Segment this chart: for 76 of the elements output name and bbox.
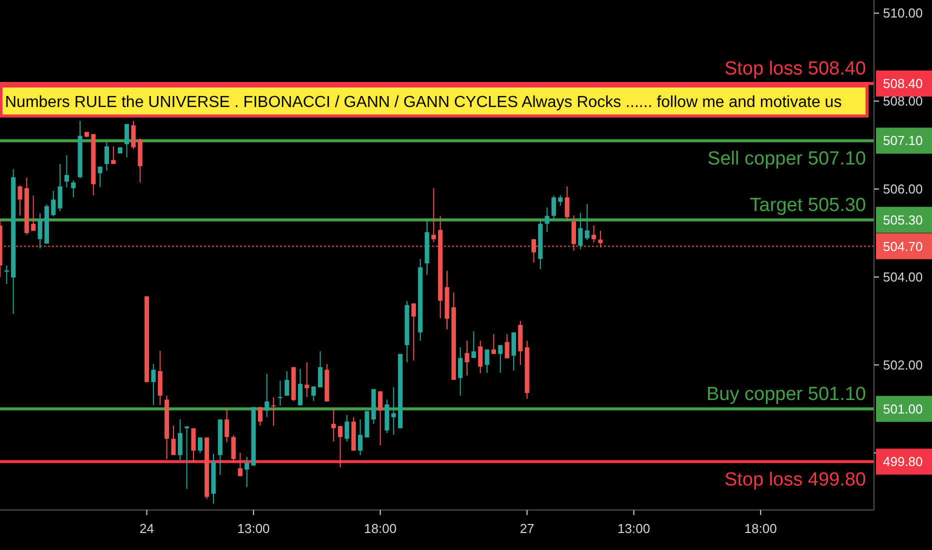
x-tick-label: 13:00	[237, 521, 270, 536]
y-tick-label: 501.00	[883, 401, 923, 416]
candlestick	[544, 207, 550, 233]
annotation: Numbers RULE the UNIVERSE . FIBONACCI / GANN / GANN CYCLES Always Rocks ...... follow me and motivate us	[5, 94, 842, 111]
y-tick-label: 504.00	[883, 270, 923, 285]
candlestick	[338, 426, 343, 468]
candlestick	[298, 368, 302, 406]
y-tick-label: 499.80	[883, 454, 923, 470]
candlestick	[231, 434, 236, 463]
candlestick	[71, 180, 76, 198]
candlestick	[51, 190, 56, 217]
candlestick	[238, 452, 242, 477]
candlestick	[124, 123, 130, 158]
candlestick	[344, 414, 350, 442]
ref-line-label: Target 505.30	[750, 194, 866, 216]
x-tick-label: 18:00	[364, 521, 397, 536]
candlestick	[498, 344, 503, 374]
candlestick	[511, 332, 516, 372]
y-tick-label: 507.10	[883, 133, 923, 148]
candlestick	[18, 185, 22, 216]
candlestick	[558, 194, 563, 206]
candlestick	[311, 386, 316, 402]
candlestick	[104, 142, 110, 172]
y-tick-label: 508.00	[883, 94, 923, 109]
candlestick	[178, 418, 182, 461]
ref-line-label: Stop loss 499.80	[724, 470, 866, 491]
candlestick	[284, 370, 290, 396]
candlestick	[64, 154, 69, 188]
candlestick	[564, 186, 570, 221]
candlestick	[504, 334, 510, 359]
y-tick-label: 504.70	[883, 238, 923, 254]
candlestick	[484, 349, 490, 374]
ref-line-label: Sell copper 507.10	[708, 148, 866, 170]
candlestick	[224, 408, 230, 443]
candlestick	[458, 346, 463, 396]
x-tick-label: 18:00	[744, 521, 777, 536]
candlestick	[478, 340, 483, 374]
ref-line-label: Buy copper 501.10	[706, 384, 866, 405]
candlestick	[31, 195, 36, 232]
candlestick	[491, 334, 496, 354]
candlestick	[304, 362, 310, 398]
candlestick	[378, 390, 383, 446]
candlestick	[592, 225, 596, 244]
candlestick	[58, 163, 62, 212]
candlestick	[331, 408, 336, 442]
candlestick	[358, 418, 363, 456]
candlestick	[411, 302, 416, 362]
candlestick	[278, 380, 282, 406]
candlestick	[151, 364, 156, 406]
candlestick	[578, 212, 583, 250]
candlestick	[258, 406, 262, 426]
x-tick-label: 13:00	[618, 521, 650, 536]
candlestick	[98, 166, 102, 188]
candlestick	[111, 146, 116, 164]
candlestick	[191, 428, 196, 463]
y-tick-label: 508.40	[883, 76, 923, 92]
candlestick	[584, 204, 590, 241]
y-tick-label: 505.30	[883, 212, 923, 228]
candlestick	[551, 195, 556, 220]
ref-line-label: Stop loss 508.40	[724, 58, 866, 80]
y-tick-label: 506.00	[883, 182, 923, 197]
candlestick	[271, 396, 276, 426]
candlestick	[244, 456, 250, 488]
y-tick-label: 510.00	[883, 6, 923, 21]
candlestick	[431, 188, 436, 243]
candlestick	[464, 340, 470, 376]
candlestick	[131, 120, 136, 150]
candlestick	[38, 212, 42, 249]
x-tick-label: 27	[520, 521, 534, 536]
x-tick-label: 24	[140, 521, 154, 536]
candlestick	[171, 425, 176, 456]
candlestick	[264, 373, 270, 418]
y-tick-label: 502.00	[883, 357, 923, 372]
candlestick	[318, 350, 323, 388]
candlestick	[471, 331, 476, 358]
candlestick	[198, 436, 202, 454]
